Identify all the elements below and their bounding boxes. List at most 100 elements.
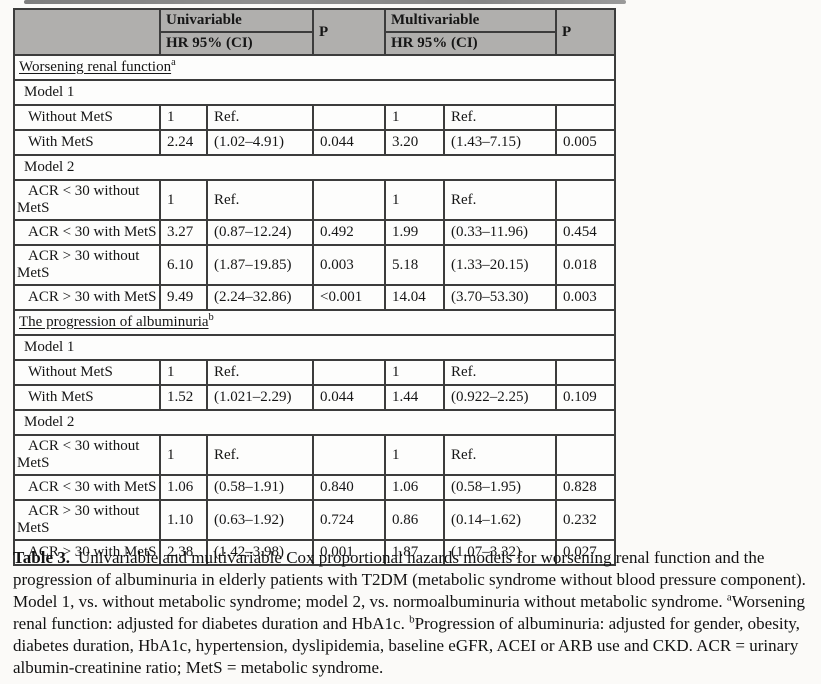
hr-multivariable: 1 <box>384 359 445 386</box>
p-multivariable: 0.454 <box>555 219 617 246</box>
ci-univariable: (1.87–19.85) <box>206 244 314 286</box>
table-row: Without MetS 1 Ref. 1 Ref. <box>13 104 617 131</box>
table-row: ACR < 30 without MetS 1 Ref. 1 Ref. <box>13 434 617 476</box>
hr-univariable: 6.10 <box>159 244 208 286</box>
row-label: ACR < 30 without MetS <box>13 179 161 221</box>
row-label: ACR > 30 with MetS <box>13 539 161 566</box>
hr-univariable: 9.49 <box>159 284 208 311</box>
ci-multivariable: Ref. <box>442 104 558 131</box>
hr-multivariable: 1.99 <box>384 219 445 246</box>
ci-multivariable: (0.922–2.25) <box>442 384 558 411</box>
header-row-measures: HR 95% (CI) HR 95% (CI) <box>14 31 615 56</box>
hr-univariable: 1 <box>159 179 208 221</box>
row-label: ACR < 30 without MetS <box>13 434 161 476</box>
p-univariable <box>312 104 386 131</box>
model-row: Model 1 <box>12 334 617 361</box>
ci-univariable: (0.87–12.24) <box>206 219 314 246</box>
row-label: ACR < 30 with MetS <box>13 474 161 501</box>
col-header-hr-ci-univariable: HR 95% (CI) <box>159 31 314 56</box>
p-multivariable: 0.027 <box>555 539 617 566</box>
p-multivariable: 0.109 <box>555 384 617 411</box>
col-header-hr-ci-multivariable: HR 95% (CI) <box>383 31 558 56</box>
table-row: Without MetS 1 Ref. 1 Ref. <box>13 359 617 386</box>
table-row: ACR > 30 without MetS 6.10 (1.87–19.85) … <box>13 244 617 286</box>
ci-univariable: (1.02–4.91) <box>206 129 314 156</box>
ci-univariable: (2.24–32.86) <box>206 284 314 311</box>
p-multivariable <box>555 434 617 476</box>
row-label: ACR > 30 without MetS <box>13 499 161 541</box>
hr-univariable: 2.38 <box>159 539 208 566</box>
hr-multivariable: 1.06 <box>384 474 445 501</box>
p-multivariable <box>555 179 617 221</box>
hr-multivariable: 0.86 <box>384 499 445 541</box>
p-multivariable: 0.232 <box>555 499 617 541</box>
cox-hazards-table: Univariable P Multivariable P HR 95% (CI… <box>12 8 617 566</box>
model-label: Model 2 <box>12 409 617 436</box>
section-row-worsening-renal-function: Worsening renal functiona <box>12 54 617 81</box>
p-multivariable: 0.005 <box>555 129 617 156</box>
section-row-progression-albuminuria: The progression of albuminuriab <box>12 309 617 336</box>
hr-univariable: 1 <box>159 359 208 386</box>
ci-multivariable: (0.14–1.62) <box>442 499 558 541</box>
p-univariable: 0.001 <box>312 539 386 566</box>
ci-univariable: (1.021–2.29) <box>206 384 314 411</box>
hr-univariable: 1 <box>159 104 208 131</box>
row-label: Without MetS <box>13 104 161 131</box>
ci-univariable: (1.42–3.98) <box>206 539 314 566</box>
footnote-marker-a: a <box>171 57 176 68</box>
hr-univariable: 1.10 <box>159 499 208 541</box>
table-row: ACR > 30 with MetS 2.38 (1.42–3.98) 0.00… <box>13 539 617 566</box>
header-row-groups: Univariable P Multivariable P <box>13 8 617 56</box>
row-label: Without MetS <box>13 359 161 386</box>
scan-artifact-line <box>24 0 626 4</box>
p-univariable: 0.724 <box>312 499 386 541</box>
section-title: Worsening renal functiona <box>12 54 617 81</box>
ci-univariable: Ref. <box>206 179 314 221</box>
hr-multivariable: 1.44 <box>384 384 445 411</box>
ci-multivariable: Ref. <box>442 359 558 386</box>
table-header: Univariable P Multivariable P HR 95% (CI… <box>13 8 617 56</box>
hr-univariable: 1.06 <box>159 474 208 501</box>
section-title: The progression of albuminuriab <box>12 309 617 336</box>
model-row: Model 2 <box>12 154 617 181</box>
ci-univariable: (0.58–1.91) <box>206 474 314 501</box>
caption-text-footnote-a: Worsening renal function: adjusted for d… <box>13 592 806 633</box>
model-row: Model 2 <box>12 409 617 436</box>
header-corner-cell <box>13 8 161 56</box>
p-univariable <box>312 359 386 386</box>
hr-multivariable: 1.87 <box>384 539 445 566</box>
p-univariable: <0.001 <box>312 284 386 311</box>
table-caption: Table 3. Univariable and multivariable Co… <box>13 547 810 679</box>
p-multivariable: 0.828 <box>555 474 617 501</box>
ci-multivariable: (0.33–11.96) <box>442 219 558 246</box>
table-body: Worsening renal functiona Model 1 Withou… <box>12 54 617 566</box>
section-title-text: The progression of albuminuria <box>19 314 209 330</box>
p-univariable: 0.840 <box>312 474 386 501</box>
hr-multivariable: 1 <box>384 179 445 221</box>
col-header-univariable: Univariable <box>159 8 314 33</box>
ci-univariable: Ref. <box>206 104 314 131</box>
col-header-p-multivariable: P <box>555 8 617 56</box>
table-row: ACR < 30 with MetS 3.27 (0.87–12.24) 0.4… <box>13 219 617 246</box>
ci-multivariable: (0.58–1.95) <box>442 474 558 501</box>
model-label: Model 2 <box>12 154 617 181</box>
table-row: With MetS 2.24 (1.02–4.91) 0.044 3.20 (1… <box>13 129 617 156</box>
col-header-p-univariable: P <box>312 8 386 56</box>
ci-multivariable: (1.07–3.32) <box>442 539 558 566</box>
model-label: Model 1 <box>12 79 617 106</box>
p-multivariable: 0.003 <box>555 284 617 311</box>
p-univariable: 0.003 <box>312 244 386 286</box>
hr-univariable: 1.52 <box>159 384 208 411</box>
row-label: ACR > 30 with MetS <box>13 284 161 311</box>
col-header-multivariable: Multivariable <box>383 8 558 33</box>
ci-multivariable: Ref. <box>442 179 558 221</box>
ci-multivariable: (1.43–7.15) <box>442 129 558 156</box>
p-univariable: 0.044 <box>312 384 386 411</box>
section-title-text: Worsening renal function <box>19 59 172 75</box>
hr-univariable: 1 <box>159 434 208 476</box>
hr-multivariable: 1 <box>384 434 445 476</box>
table-row: ACR > 30 without MetS 1.10 (0.63–1.92) 0… <box>13 499 617 541</box>
row-label: With MetS <box>13 384 161 411</box>
ci-multivariable: (1.33–20.15) <box>442 244 558 286</box>
